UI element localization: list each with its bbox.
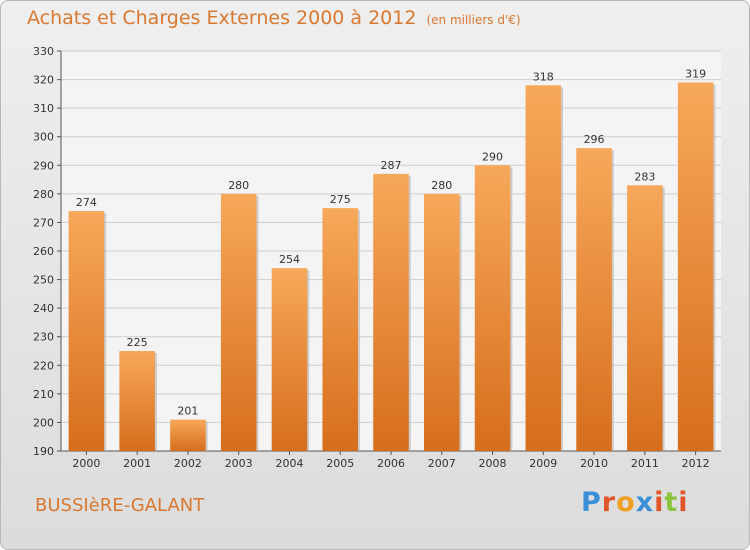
x-tick-label: 2009	[529, 457, 557, 470]
data-label: 275	[330, 193, 351, 206]
y-tick-label: 200	[33, 416, 54, 429]
x-tick-label: 2007	[428, 457, 456, 470]
data-label: 290	[482, 150, 503, 163]
x-tick-label: 2008	[479, 457, 507, 470]
x-tick-label: 2010	[580, 457, 608, 470]
y-tick-label: 190	[33, 445, 54, 458]
x-tick-label: 2004	[275, 457, 303, 470]
data-label: 274	[76, 196, 97, 209]
chart-title: Achats et Charges Externes 2000 à 2012 (e…	[27, 7, 521, 29]
data-label: 225	[127, 336, 148, 349]
logo-letter: P	[581, 487, 602, 518]
chart-title-text: Achats et Charges Externes 2000 à 2012	[27, 7, 417, 29]
x-tick-label: 2003	[225, 457, 253, 470]
bars	[68, 82, 716, 452]
bar-2004	[271, 268, 308, 451]
data-label: 254	[279, 253, 300, 266]
bar-2000	[68, 211, 105, 451]
logo-letter: t	[664, 487, 679, 518]
y-tick-label: 280	[33, 188, 54, 201]
y-tick-label: 240	[33, 302, 54, 315]
bar-2006	[373, 173, 409, 451]
y-tick-label: 310	[33, 102, 54, 115]
bar-2002	[170, 419, 206, 451]
bar-2005	[322, 208, 358, 451]
data-label: 280	[228, 179, 249, 192]
y-tick-label: 210	[33, 388, 54, 401]
bar-2001	[119, 351, 155, 451]
logo-letter: o	[616, 487, 636, 518]
data-label: 283	[634, 170, 655, 183]
data-label: 280	[431, 179, 452, 192]
proxiti-logo: Proxiti	[581, 487, 689, 518]
bar-2007	[424, 193, 460, 451]
x-tick-label: 2012	[682, 457, 710, 470]
y-tick-label: 230	[33, 331, 54, 344]
x-tick-label: 2005	[326, 457, 354, 470]
data-label: 319	[685, 67, 706, 80]
bar-2003	[220, 193, 257, 451]
bar-2008	[474, 165, 511, 452]
y-tick-label: 220	[33, 359, 54, 372]
data-label: 201	[177, 405, 198, 418]
data-label: 318	[533, 70, 554, 83]
logo-letter: i	[678, 487, 689, 518]
logo-letter: r	[601, 487, 617, 518]
y-tick-label: 270	[33, 216, 54, 229]
bar-2010	[576, 148, 612, 451]
x-tick-label: 2001	[123, 457, 151, 470]
bar-2012	[677, 82, 714, 451]
logo-letter: i	[654, 487, 665, 518]
chart-unit: (en milliers d'€)	[426, 13, 521, 27]
data-label: 296	[584, 133, 605, 146]
y-tick-label: 260	[33, 245, 54, 258]
place-name: BUSSIèRE-GALANT	[35, 495, 205, 516]
bar-2011	[627, 185, 663, 452]
y-tick-label: 330	[33, 45, 54, 58]
y-tick-label: 250	[33, 274, 54, 287]
data-label: 287	[381, 159, 402, 172]
x-tick-label: 2011	[631, 457, 659, 470]
bar-2009	[525, 85, 562, 452]
logo-letter: x	[635, 487, 655, 518]
x-tick-label: 2000	[72, 457, 100, 470]
x-tick-label: 2002	[174, 457, 202, 470]
x-tick-label: 2006	[377, 457, 405, 470]
y-tick-label: 290	[33, 159, 54, 172]
y-tick-label: 300	[33, 131, 54, 144]
y-tick-label: 320	[33, 74, 54, 87]
labels: 190 200 210 220 230 240 250 260 270 280 290 300 310 3…	[33, 45, 710, 470]
